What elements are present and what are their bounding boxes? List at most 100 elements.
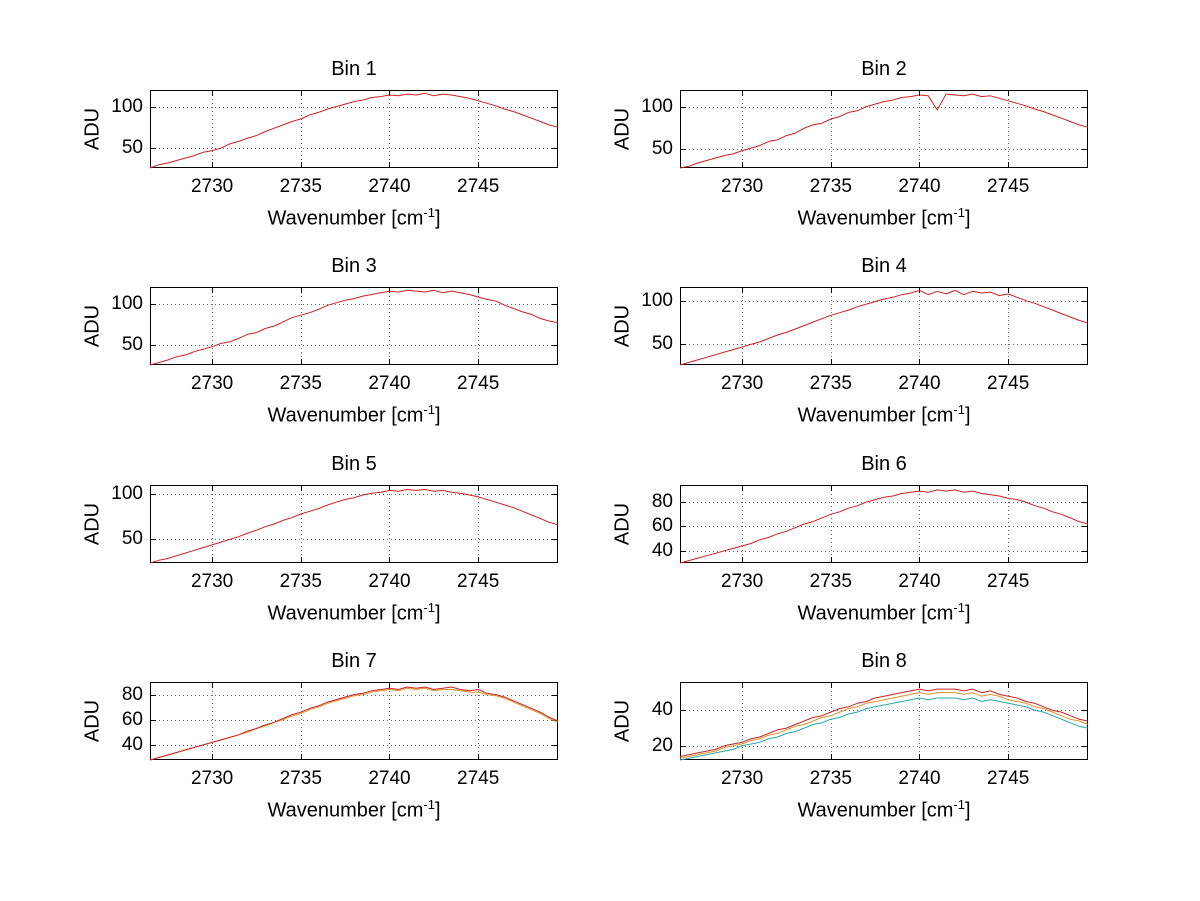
x-tick-label: 2730 xyxy=(190,571,234,592)
y-tick-label: 50 xyxy=(121,528,143,550)
x-axis-label-superscript: -1 xyxy=(423,402,435,417)
tick-marks xyxy=(151,486,557,562)
subplot-title: Bin 2 xyxy=(861,58,907,80)
x-axis-label-text: ] xyxy=(964,602,971,625)
subplot-title: Bin 5 xyxy=(331,453,377,475)
x-axis-label-superscript: -1 xyxy=(953,402,965,417)
spectrum-red-line xyxy=(149,489,559,564)
x-tick-label: 2740 xyxy=(898,571,941,592)
x-tick-label: 2740 xyxy=(898,373,941,394)
grid-lines xyxy=(151,288,557,364)
x-axis-label-text: Wavenumber [cm xyxy=(267,404,424,427)
x-tick-label: 2745 xyxy=(987,176,1030,197)
grid-lines xyxy=(151,91,557,167)
plot-area xyxy=(679,287,1089,366)
axes-box xyxy=(680,682,1088,760)
spectrum-red-line xyxy=(149,289,559,366)
x-tick-label: 2730 xyxy=(720,176,764,197)
x-axis-label: Wavenumber [cm-1] xyxy=(150,205,558,231)
spectrum-red-line xyxy=(679,93,1089,169)
subplot-title: Bin 8 xyxy=(861,650,907,672)
x-tick-label: 2735 xyxy=(809,176,852,197)
spectrum-cyan-line xyxy=(679,697,1089,761)
axes-box xyxy=(150,485,558,563)
x-axis-label-text: Wavenumber [cm xyxy=(797,404,954,427)
x-axis-label: Wavenumber [cm-1] xyxy=(680,797,1088,823)
plot-area xyxy=(149,485,559,564)
y-tick-label: 40 xyxy=(121,733,143,755)
spectrum-red-line xyxy=(679,489,1089,564)
axes-box xyxy=(150,90,558,168)
grid-lines xyxy=(681,683,1087,759)
x-axis-label-text: Wavenumber [cm xyxy=(267,602,424,625)
y-tick-label: 80 xyxy=(121,683,143,705)
x-axis-label-text: Wavenumber [cm xyxy=(267,207,424,230)
x-axis-label-superscript: -1 xyxy=(953,600,965,615)
x-tick-label: 2740 xyxy=(898,176,941,197)
subplot-title: Bin 6 xyxy=(861,453,907,475)
x-axis-label: Wavenumber [cm-1] xyxy=(150,797,558,823)
subplot-title: Bin 3 xyxy=(331,255,377,277)
axes-box xyxy=(680,90,1088,168)
x-axis-label-text: ] xyxy=(434,799,441,822)
y-tick-label: 50 xyxy=(651,137,673,159)
x-axis-label-text: ] xyxy=(964,799,971,822)
x-axis-label-text: ] xyxy=(434,602,441,625)
grid-lines xyxy=(151,486,557,562)
spectrum-red-line xyxy=(149,686,559,761)
x-tick-label: 2730 xyxy=(720,373,764,394)
x-axis-label-superscript: -1 xyxy=(423,600,435,615)
x-tick-label: 2730 xyxy=(190,373,234,394)
axes-box xyxy=(680,287,1088,365)
x-axis-label-text: Wavenumber [cm xyxy=(797,602,954,625)
tick-marks xyxy=(681,683,1087,759)
y-tick-label: 100 xyxy=(111,95,143,117)
x-tick-label: 2740 xyxy=(368,571,411,592)
plot-area xyxy=(679,90,1089,169)
tick-marks xyxy=(681,91,1087,167)
tick-marks xyxy=(151,91,557,167)
y-tick-label: 50 xyxy=(121,137,143,159)
x-tick-label: 2735 xyxy=(279,373,322,394)
plot-area xyxy=(149,90,559,169)
x-tick-label: 2745 xyxy=(987,768,1030,789)
y-tick-label: 80 xyxy=(651,491,673,513)
x-tick-label: 2735 xyxy=(279,768,322,789)
x-axis-label-superscript: -1 xyxy=(953,205,965,220)
x-tick-label: 2730 xyxy=(190,768,234,789)
x-axis-label-superscript: -1 xyxy=(423,205,435,220)
y-tick-label: 50 xyxy=(651,332,673,354)
y-tick-label: 60 xyxy=(651,515,673,537)
x-axis-label: Wavenumber [cm-1] xyxy=(150,600,558,626)
y-tick-label: 40 xyxy=(651,539,673,561)
x-tick-label: 2735 xyxy=(279,176,322,197)
subplot-title: Bin 1 xyxy=(331,58,377,80)
x-axis-label: Wavenumber [cm-1] xyxy=(680,205,1088,231)
x-axis-label-text: ] xyxy=(434,207,441,230)
subplot-title: Bin 4 xyxy=(861,255,907,277)
y-tick-label: 20 xyxy=(651,734,673,756)
x-axis-label: Wavenumber [cm-1] xyxy=(150,402,558,428)
y-tick-label: 50 xyxy=(121,334,143,356)
x-tick-label: 2745 xyxy=(457,373,500,394)
x-axis-label-text: Wavenumber [cm xyxy=(267,799,424,822)
x-tick-label: 2735 xyxy=(279,571,322,592)
x-axis-label-superscript: -1 xyxy=(953,797,965,812)
x-tick-label: 2745 xyxy=(987,373,1030,394)
subplot-title: Bin 7 xyxy=(331,650,377,672)
plot-area xyxy=(149,287,559,366)
x-tick-label: 2730 xyxy=(190,176,234,197)
x-tick-label: 2735 xyxy=(809,373,852,394)
spectrum-orange-line xyxy=(679,692,1089,759)
y-tick-label: 100 xyxy=(111,483,143,505)
x-tick-label: 2730 xyxy=(720,768,764,789)
y-tick-label: 40 xyxy=(651,699,673,721)
y-tick-label: 100 xyxy=(111,292,143,314)
tick-marks xyxy=(151,288,557,364)
y-tick-label: 100 xyxy=(641,289,673,311)
x-tick-label: 2745 xyxy=(457,571,500,592)
y-tick-label: 60 xyxy=(121,708,143,730)
x-tick-label: 2740 xyxy=(898,768,941,789)
grid-lines xyxy=(681,91,1087,167)
